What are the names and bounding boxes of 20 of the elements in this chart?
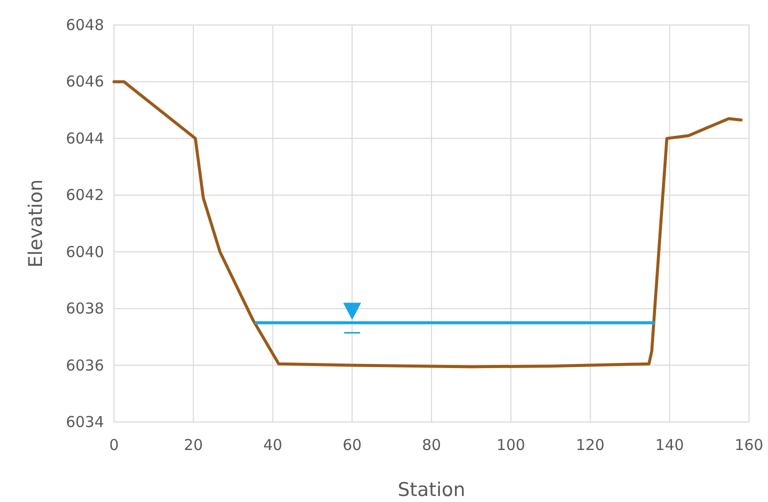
x-tick-label: 20 — [184, 436, 203, 454]
y-tick-label: 6036 — [66, 356, 104, 374]
line-series — [112, 80, 743, 368]
x-tick-label: 40 — [263, 436, 282, 454]
x-tick-label: 80 — [422, 436, 442, 454]
x-tick-label: 160 — [734, 436, 764, 454]
y-tick-label: 6038 — [66, 300, 104, 318]
x-tick-label: 120 — [576, 436, 605, 454]
x-tick-label: 140 — [655, 436, 684, 454]
y-axis-title: Elevation — [25, 179, 47, 268]
y-tick-label: 6046 — [66, 72, 104, 91]
y-tick-label: 6034 — [66, 413, 104, 431]
y-tick-label: 6048 — [66, 16, 104, 34]
x-axis-title: Station — [398, 479, 466, 501]
y-tick-label: 6042 — [66, 186, 104, 204]
y-tick-label: 6040 — [66, 242, 104, 261]
y-tick-label: 6044 — [66, 129, 104, 148]
x-tick-label: 60 — [342, 436, 362, 454]
x-tick-label: 100 — [496, 436, 526, 454]
x-tick-label: 0 — [109, 436, 119, 454]
